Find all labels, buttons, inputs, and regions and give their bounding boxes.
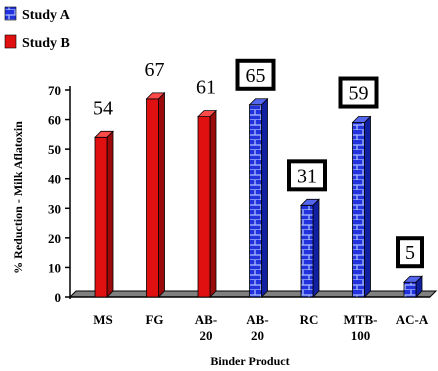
value-label: 67 [145,59,165,81]
bar-top [248,98,269,106]
value-label: 59 [349,83,369,105]
bar [352,122,365,298]
bar-top [94,130,114,138]
legend-swatch [4,6,17,21]
value-label: 65 [246,65,266,87]
bar-top [403,275,423,283]
x-tick-label: 100 [351,328,371,343]
x-tick-label: MS [93,312,113,327]
bar [249,104,262,298]
bar [94,136,108,298]
value-label: 54 [93,97,113,119]
x-tick-label: 20 [200,328,213,343]
legend-label: Study A [22,8,71,23]
y-tick-label: 60 [48,113,61,128]
value-label-box [235,58,276,91]
value-label-box [287,159,327,192]
bar-top [300,198,320,206]
x-tick-label: MTB- [344,312,378,327]
bar [403,281,417,298]
bar-side [209,109,217,298]
bar-side [261,97,268,298]
plot-area: 0 10 20 30 40 50 60 70 % Reduction - Milk Aflato… [4,6,438,368]
y-tick-label: 40 [48,172,61,187]
bar-top [351,116,372,123]
x-tick-label: AB- [246,312,268,327]
bar-side [158,91,165,298]
value-label: 61 [196,77,216,99]
value-label: 31 [297,165,317,187]
y-tick-label: 30 [48,201,61,216]
x-tick-label: AC-A [396,312,429,327]
x-tick-label: FG [145,312,163,327]
y-tick-label: 50 [48,142,61,157]
bar [146,98,159,298]
x-tick-label: 20 [251,328,264,343]
bar-side [364,115,371,298]
value-label-box [338,76,379,109]
x-tick-label: AB- [195,312,217,327]
bar-side [106,130,114,298]
y-axis-title: % Reduction - Milk Aflatoxin [11,121,25,274]
y-tick-label: 20 [48,231,61,246]
bar [197,116,211,298]
x-tick-label: RC [300,312,319,327]
y-tick-label: 0 [55,290,62,305]
value-label-box [396,236,424,269]
bar-top [197,110,217,118]
y-tick-label: 10 [48,260,61,275]
value-label: 5 [405,242,415,264]
legend-label: Study B [22,36,70,51]
bar [300,204,314,298]
y-tick-label: 70 [48,83,61,98]
legend-swatch [4,34,17,49]
x-axis-title: Binder Product [210,354,289,368]
bar-top [145,92,166,100]
bar-side [312,198,320,298]
